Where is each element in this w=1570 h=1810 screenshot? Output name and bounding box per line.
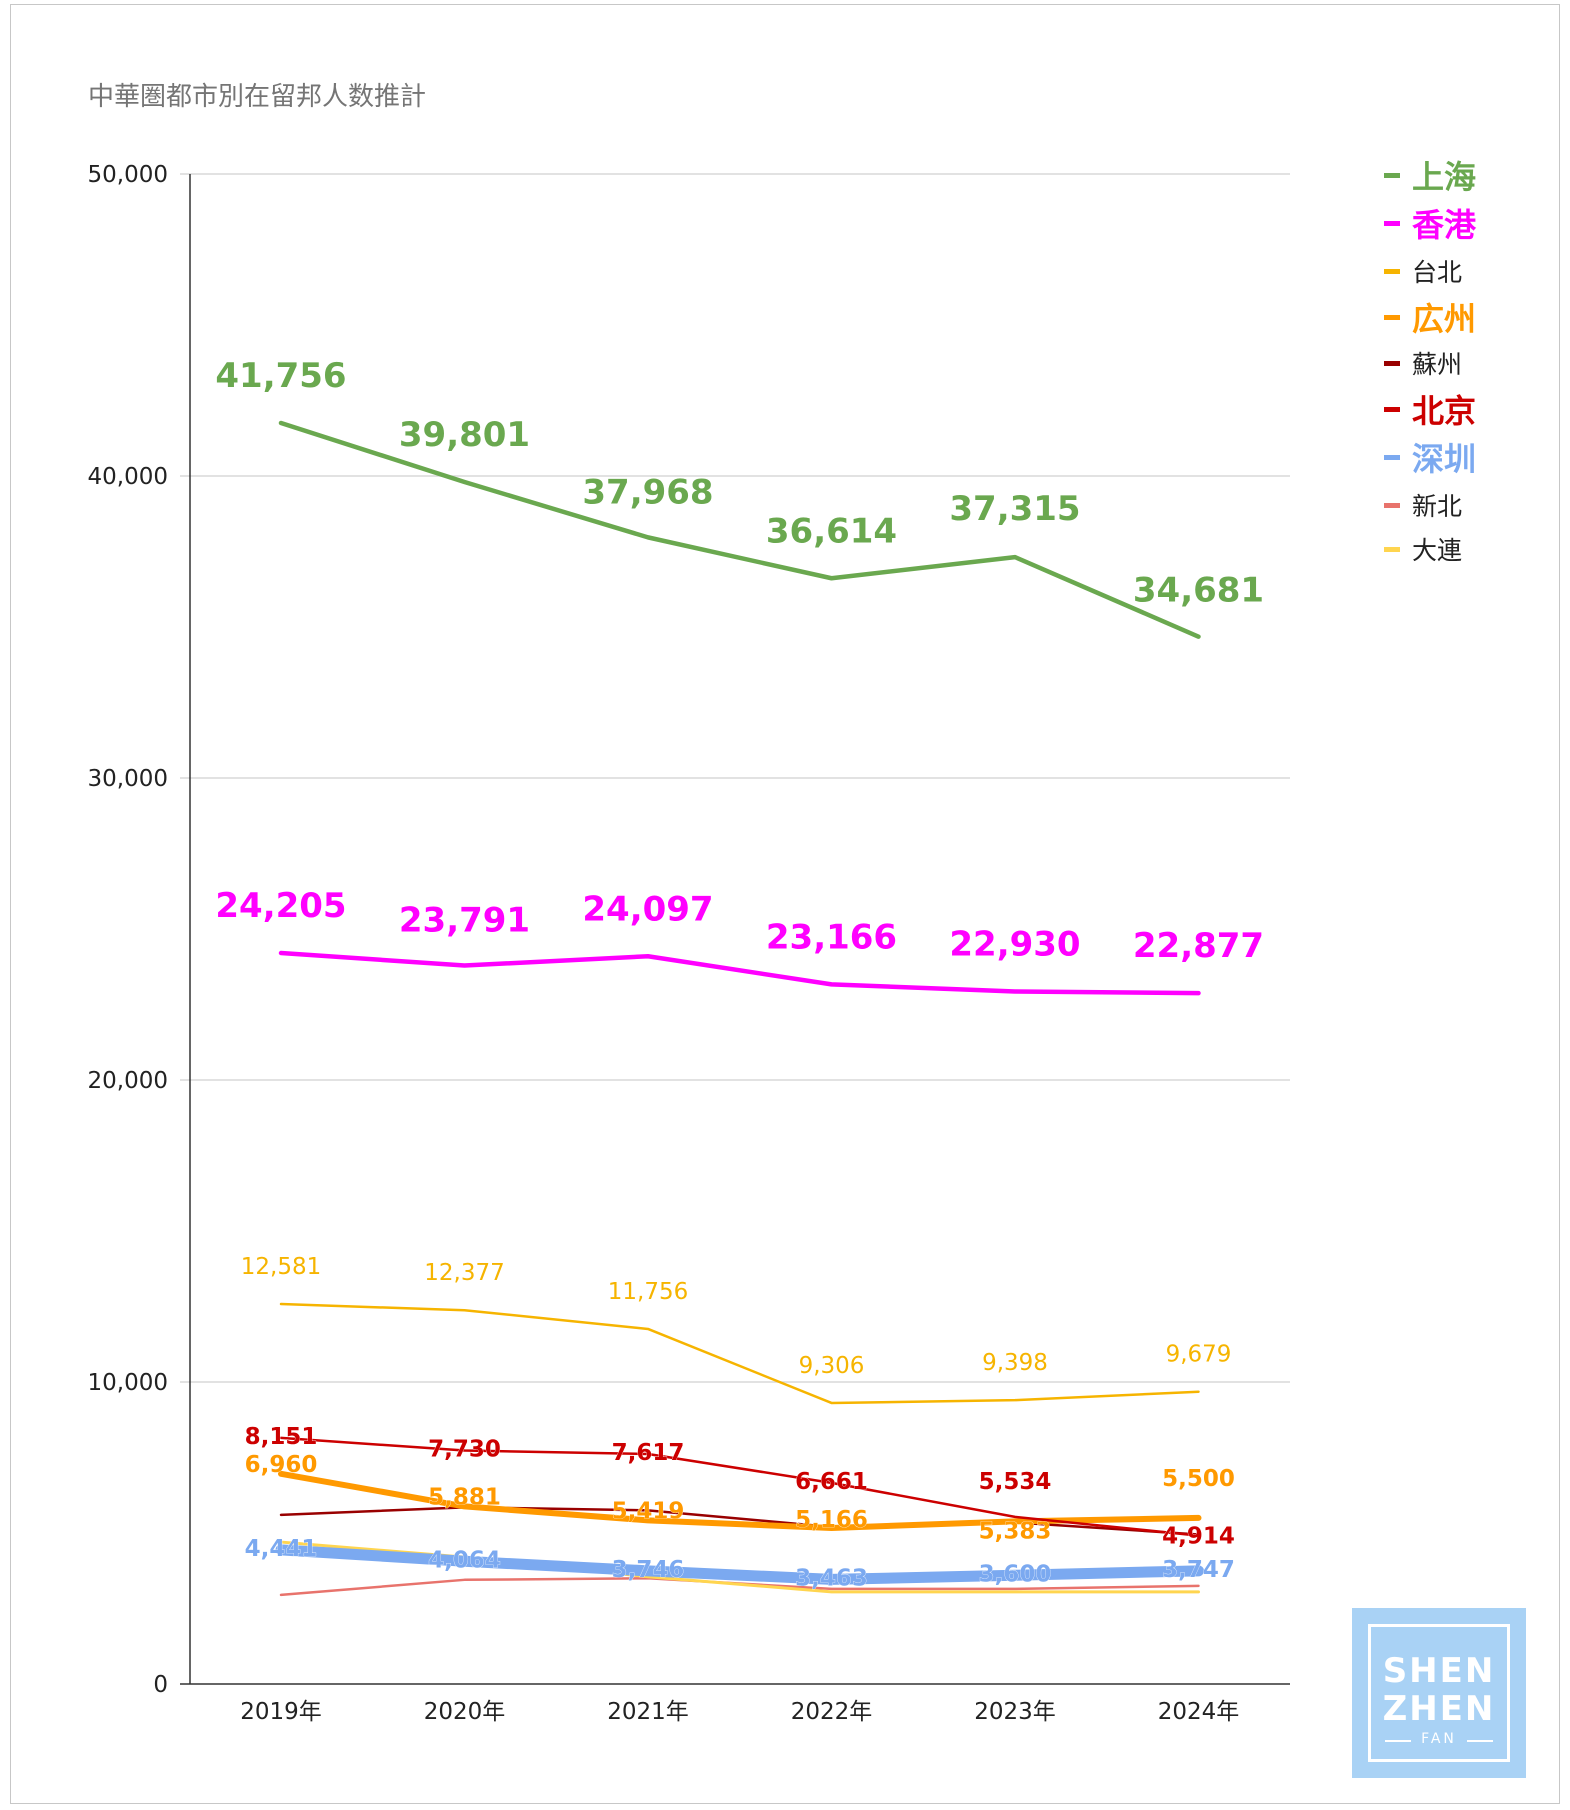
series-line-上海 [278, 420, 1201, 639]
data-label: 7,730 [428, 1437, 501, 1463]
data-label: 6,960 [245, 1452, 318, 1478]
data-label: 8,151 [245, 1424, 318, 1450]
shenzhen-fan-logo: SHEN ZHEN FAN [1352, 1608, 1526, 1778]
legend-swatch [1384, 361, 1400, 366]
y-tick-label: 10,000 [88, 1370, 168, 1396]
data-label: 9,398 [982, 1350, 1048, 1376]
legend-label: 新北 [1412, 492, 1462, 521]
series-line-深圳 [275, 1544, 1204, 1585]
x-tick-label: 2020年 [424, 1699, 506, 1725]
legend-swatch [1384, 173, 1400, 178]
data-label: 9,306 [799, 1353, 865, 1379]
legend-label: 大連 [1412, 536, 1462, 565]
y-tick-label: 40,000 [88, 464, 168, 490]
series-line-香港 [278, 950, 1201, 996]
data-label: 5,166 [795, 1507, 868, 1533]
legend-swatch [1384, 407, 1400, 412]
data-label: 12,377 [424, 1260, 504, 1286]
data-label: 5,419 [612, 1498, 685, 1524]
series-line-台北 [279, 1302, 1200, 1405]
data-label: 9,679 [1166, 1342, 1232, 1368]
logo-text-line1: SHEN [1382, 1651, 1496, 1691]
data-label: 12,581 [241, 1254, 321, 1280]
legend-label: 深圳 [1412, 440, 1476, 478]
x-tick-label: 2024年 [1158, 1699, 1240, 1725]
data-label: 6,661 [795, 1469, 868, 1495]
y-tick-label: 30,000 [88, 766, 168, 792]
data-label: 23,166 [766, 917, 897, 957]
series-line-北京 [279, 1436, 1200, 1537]
data-label: 23,791 [399, 901, 530, 941]
data-label: 11,756 [608, 1279, 688, 1305]
legend-label: 北京 [1412, 392, 1476, 430]
data-label: 3,747 [1162, 1557, 1235, 1583]
data-label: 5,383 [979, 1518, 1052, 1544]
data-label: 37,315 [949, 489, 1080, 529]
logo-divider-left [1385, 1740, 1411, 1742]
data-label: 37,968 [582, 472, 713, 512]
chart-frame [10, 4, 1560, 1804]
y-tick-label: 50,000 [88, 162, 168, 188]
series-line-蘇州 [279, 1506, 1200, 1536]
x-tick-label: 2022年 [791, 1699, 873, 1725]
data-label: 24,205 [215, 886, 346, 926]
legend-label: 台北 [1412, 258, 1462, 287]
y-tick-label: 20,000 [88, 1068, 168, 1094]
data-label: 22,877 [1133, 926, 1264, 966]
legend-label: 蘇州 [1412, 350, 1462, 379]
data-label: 3,746 [612, 1557, 685, 1583]
logo-border: SHEN ZHEN FAN [1368, 1624, 1510, 1762]
y-tick-label: 0 [153, 1672, 168, 1698]
data-label: 41,756 [215, 356, 346, 396]
data-label: 34,681 [1133, 571, 1264, 611]
data-label: 4,064 [428, 1547, 501, 1573]
data-label: 5,534 [979, 1469, 1052, 1495]
data-label: 4,441 [245, 1536, 318, 1562]
data-label: 7,617 [612, 1440, 685, 1466]
data-label: 5,881 [428, 1484, 501, 1510]
data-label: 5,500 [1162, 1466, 1235, 1492]
legend-label: 上海 [1412, 158, 1476, 196]
data-label: 3,463 [795, 1565, 868, 1591]
legend-swatch [1384, 315, 1400, 320]
logo-divider-right [1467, 1740, 1493, 1742]
legend-swatch [1384, 269, 1400, 274]
data-label: 22,930 [949, 925, 1080, 965]
logo-text-line2: ZHEN [1382, 1689, 1496, 1729]
legend-label: 香港 [1412, 206, 1477, 244]
x-tick-label: 2021年 [607, 1699, 689, 1725]
data-label: 3,600 [979, 1561, 1052, 1587]
legend-swatch [1384, 221, 1400, 226]
legend-label: 広州 [1412, 300, 1476, 338]
x-tick-label: 2019年 [240, 1699, 322, 1725]
data-label: 4,914 [1162, 1524, 1235, 1550]
data-label: 24,097 [582, 889, 713, 929]
legend-swatch [1384, 503, 1400, 508]
legend-swatch [1384, 455, 1400, 460]
data-label: 39,801 [399, 415, 530, 455]
chart-title: 中華圏都市別在留邦人数推計 [88, 82, 427, 112]
legend-swatch [1384, 547, 1400, 552]
data-label: 36,614 [766, 511, 897, 551]
logo-text-line3: FAN [1421, 1731, 1457, 1747]
x-tick-label: 2023年 [974, 1699, 1056, 1725]
